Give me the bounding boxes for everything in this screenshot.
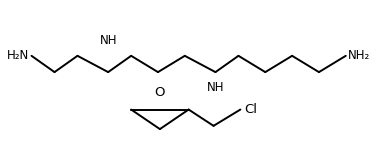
Text: NH₂: NH₂ [347, 49, 370, 62]
Text: NH: NH [99, 34, 117, 47]
Text: H₂N: H₂N [7, 49, 30, 62]
Text: NH: NH [207, 81, 224, 94]
Text: Cl: Cl [244, 103, 257, 116]
Text: O: O [155, 86, 165, 99]
